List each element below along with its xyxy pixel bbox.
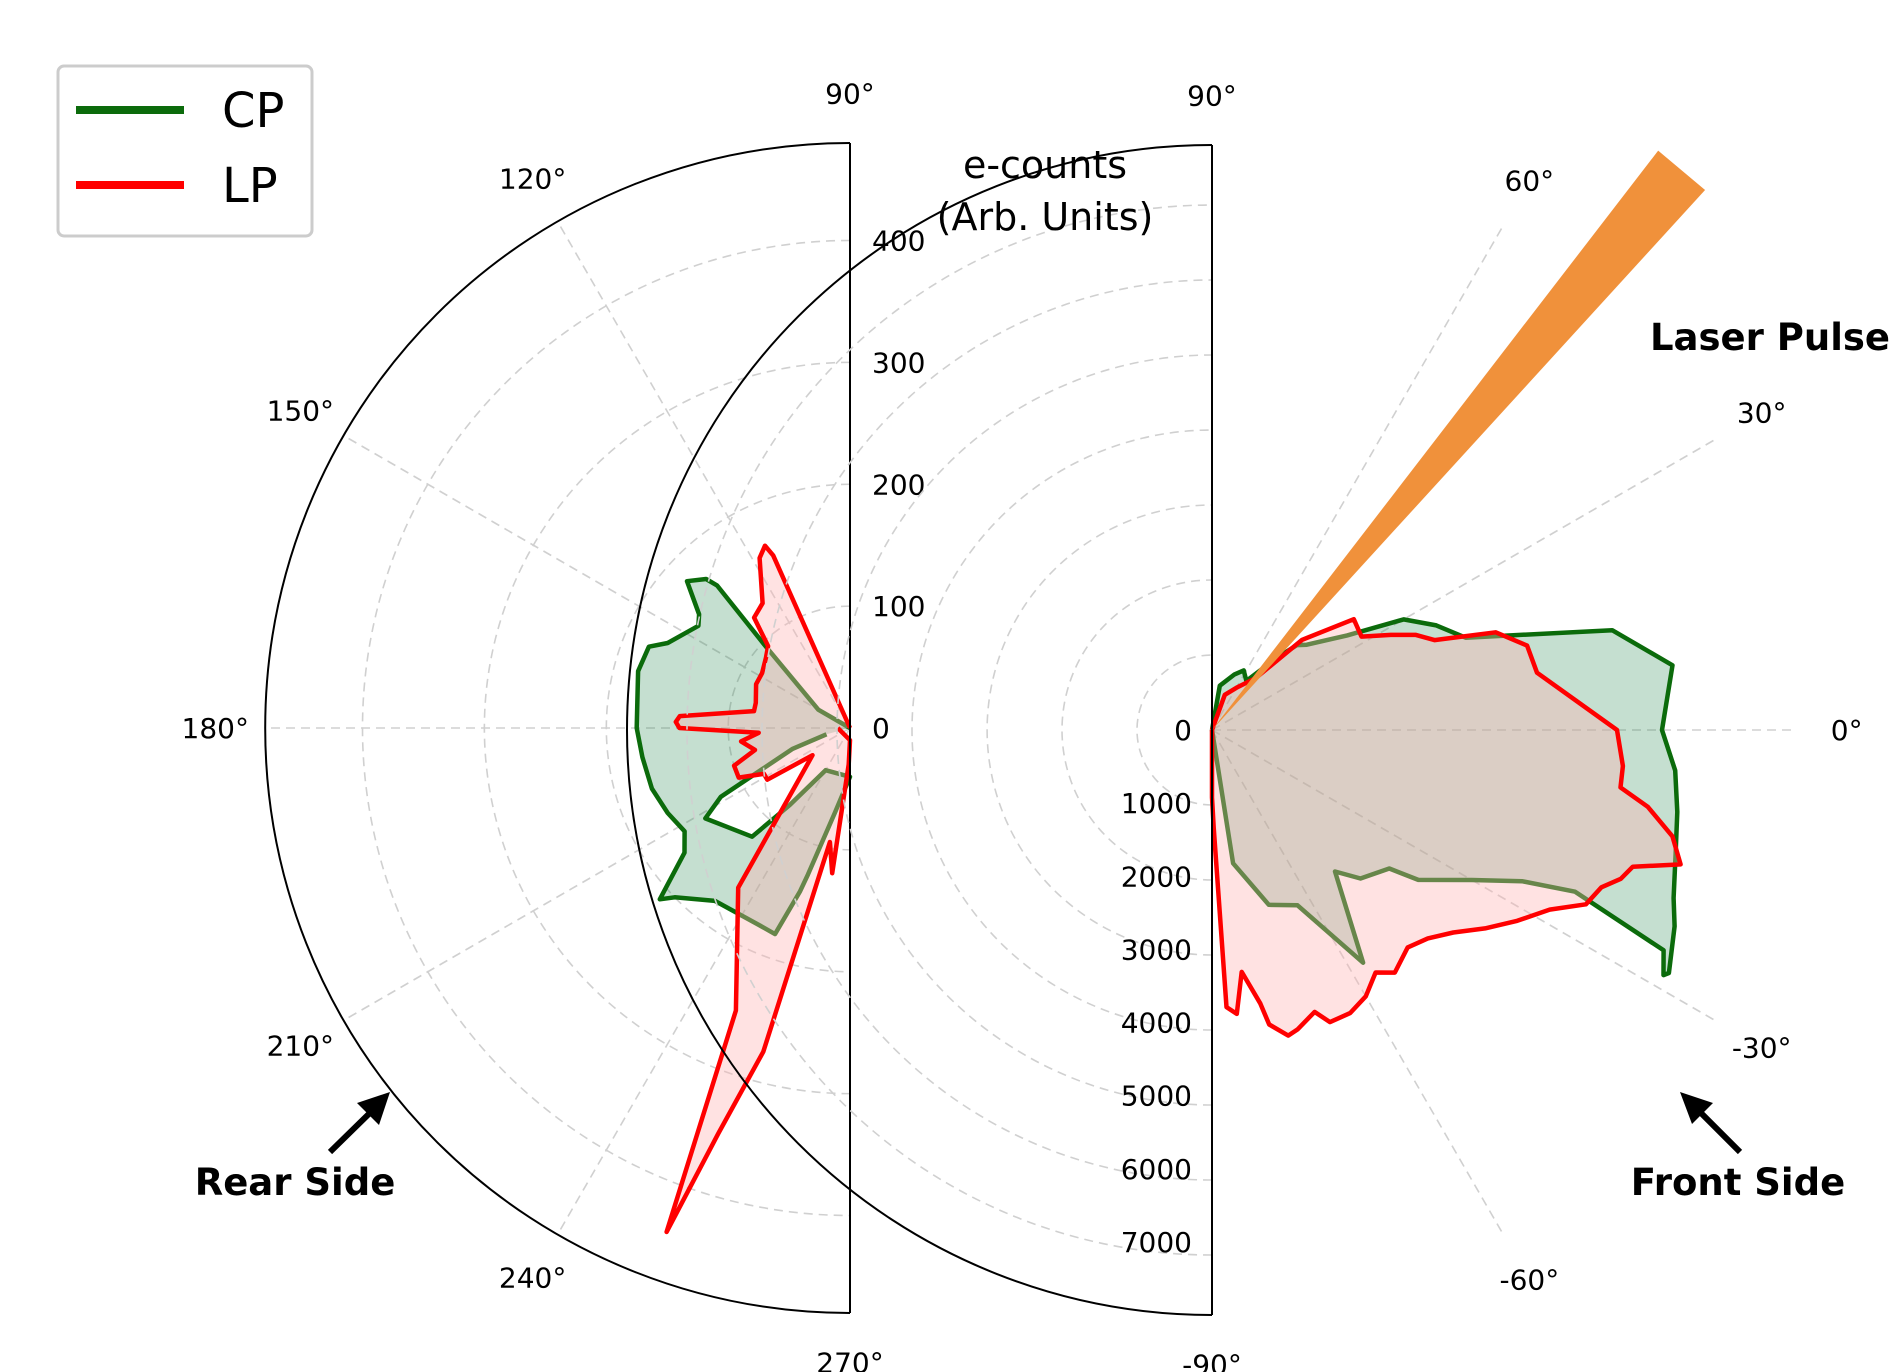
front-r-gridline [836, 354, 1213, 1106]
front-r-gridline [686, 204, 1213, 1256]
rear-theta-tick-label: 210° [267, 1029, 334, 1062]
rear-side-label: Rear Side [195, 1161, 396, 1204]
rear-r-axis-label-line1: e-counts [963, 143, 1127, 187]
front-r-tick-label: 0 [1174, 714, 1192, 747]
rear-r-tick-label: 0 [872, 712, 890, 745]
front-r-tick-label: 7000 [1121, 1226, 1192, 1259]
rear-theta-tick-label: 240° [499, 1262, 566, 1295]
front-theta-tick-label: 90° [1187, 79, 1237, 112]
front-r-tick-label: 1000 [1121, 787, 1192, 820]
legend: CP LP [56, 64, 314, 238]
front-theta-gridline [1211, 729, 1506, 1238]
rear-r-tick-label: 200 [872, 468, 925, 501]
rear-r-axis-label-line2: (Arb. Units) [937, 195, 1154, 239]
front-tick-labels: 90° 60° 30° 0° -30° -60° -90° 0 1000 2000 3000 4000… [1121, 79, 1863, 1372]
front-theta-gridline [1211, 729, 1720, 1024]
front-theta-tick-label: -90° [1182, 1349, 1242, 1372]
front-theta-tick-label: 30° [1737, 397, 1787, 430]
rear-polar-chart: 90° 120° 150° 180° 210° 240° 270° 0 100 200 300 400 [182, 77, 926, 1372]
rear-lp-line [664, 543, 853, 1235]
rear-r-tick-label: 100 [872, 590, 925, 623]
rear-theta-tick-label: 90° [825, 77, 875, 110]
rear-r-tick-label: 400 [872, 225, 925, 258]
front-r-tick-label: 5000 [1121, 1080, 1192, 1113]
front-r-tick-label: 4000 [1121, 1007, 1192, 1040]
rear-frame [264, 142, 851, 1314]
front-theta-gridline [1211, 222, 1506, 731]
rear-theta-tick-label: 120° [499, 162, 566, 195]
rear-side-arrow [327, 1092, 390, 1155]
front-side-label: Front Side [1631, 1161, 1845, 1204]
front-r-tick-label: 2000 [1121, 860, 1192, 893]
rear-r-tick-label: 300 [872, 346, 925, 379]
rear-theta-tick-label: 150° [267, 395, 334, 428]
front-r-tick-label: 6000 [1121, 1153, 1192, 1186]
front-series-layer [1209, 616, 1683, 1038]
front-r-gridline [986, 504, 1213, 956]
rear-theta-gridline [556, 220, 851, 729]
front-r-gridline [911, 429, 1213, 1031]
front-r-gridline [1136, 654, 1213, 806]
front-theta-tick-label: 60° [1505, 164, 1555, 197]
front-theta-tick-label: -60° [1499, 1264, 1559, 1297]
legend-cp-label: CP [222, 83, 284, 139]
front-polar-chart: 90°60°30°0°-30°-60°-90°01000200030004000… [626, 79, 1863, 1372]
front-r-gridline [761, 279, 1213, 1181]
rear-theta-gridline [556, 727, 851, 1236]
front-r-tick-label: 3000 [1121, 933, 1192, 966]
rear-theta-tick-label: 180° [182, 712, 249, 745]
front-side-arrow [1680, 1092, 1743, 1155]
rear-outer-arc [264, 142, 851, 1314]
rear-tick-labels: 90° 120° 150° 180° 210° 240° 270° 0 100 200 300 400 [182, 77, 926, 1372]
rear-lp-area [666, 545, 850, 1232]
front-theta-tick-label: -30° [1732, 1031, 1792, 1064]
front-theta-tick-label: 0° [1831, 714, 1863, 747]
rear-cp-line [634, 576, 853, 937]
legend-lp-label: LP [222, 158, 278, 214]
laser-pulse-label: Laser Pulse [1650, 316, 1890, 359]
front-lp-line [1209, 616, 1683, 1038]
front-grid [686, 204, 1797, 1256]
front-theta-gridline [1211, 436, 1720, 731]
rear-series-layer [634, 543, 853, 1235]
front-lp-area [1212, 619, 1681, 1036]
rear-theta-tick-label: 270° [816, 1347, 883, 1372]
front-outer-arc [626, 144, 1213, 1316]
front-cp-area [1212, 619, 1678, 976]
laser-pulse-beam [1212, 150, 1706, 731]
